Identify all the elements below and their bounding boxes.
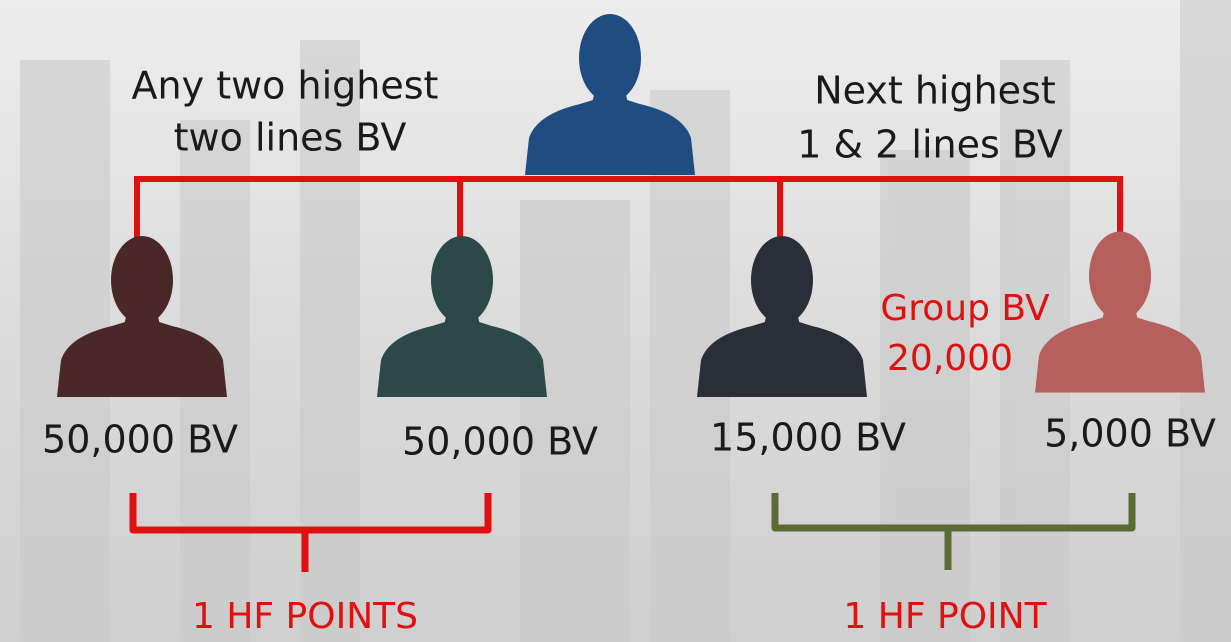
top-left-label: Any two highest [132,64,439,108]
node-label: 15,000 BV [710,416,906,460]
node-label: 50,000 BV [402,420,598,464]
top-left-label: two lines BV [174,116,407,160]
page: Any two highest two lines BV Next highes… [0,0,1231,642]
node-label: 5,000 BV [1044,412,1216,456]
bracket-label: 1 HF POINT [843,596,1047,637]
top-right-label: Next highest [814,69,1056,113]
diagram: Any two highest two lines BV Next highes… [0,0,1231,642]
top-right-label: 1 & 2 lines BV [797,123,1063,167]
bracket-label: 1 HF POINTS [192,596,418,637]
group-label: 20,000 [887,338,1013,379]
group-label: Group BV [880,288,1050,329]
node-label: 50,000 BV [42,418,238,462]
